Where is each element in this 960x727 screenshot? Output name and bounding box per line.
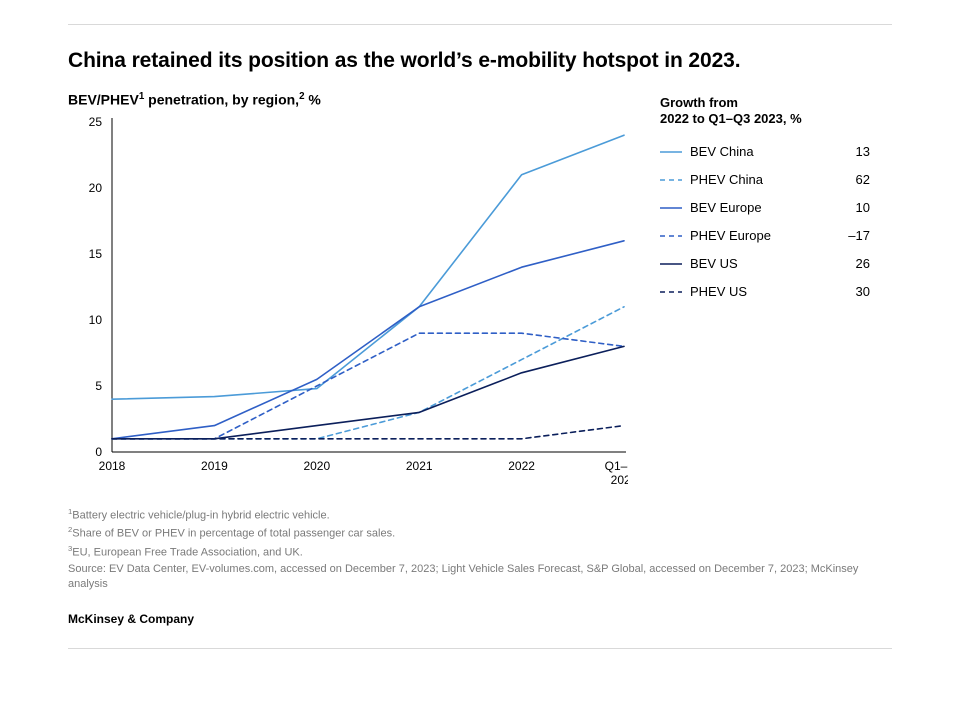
legend: Growth from 2022 to Q1–Q3 2023, % BEV Ch… <box>660 95 870 489</box>
legend-row-phev_us: PHEV US30 <box>660 278 870 306</box>
legend-row-bev_europe: BEV Europe10 <box>660 194 870 222</box>
legend-label: PHEV Europe <box>690 228 826 243</box>
legend-label: BEV US <box>690 256 826 271</box>
legend-label: BEV Europe <box>690 200 826 215</box>
legend-label: BEV China <box>690 144 826 159</box>
legend-row-phev_china: PHEV China62 <box>660 166 870 194</box>
svg-text:10: 10 <box>89 313 103 327</box>
svg-text:2018: 2018 <box>99 459 126 473</box>
legend-label: PHEV China <box>690 172 826 187</box>
chart-subhead: BEV/PHEV1 penetration, by region,2 % <box>68 91 638 108</box>
svg-text:2019: 2019 <box>201 459 228 473</box>
svg-text:Q1–Q3: Q1–Q3 <box>605 459 628 473</box>
svg-text:2023: 2023 <box>611 473 628 484</box>
legend-label: PHEV US <box>690 284 826 299</box>
series-phev_us <box>112 425 624 438</box>
legend-row-bev_us: BEV US26 <box>660 250 870 278</box>
top-rule <box>68 24 892 25</box>
svg-text:0: 0 <box>95 445 102 459</box>
legend-swatch-icon <box>660 203 682 213</box>
svg-text:2021: 2021 <box>406 459 433 473</box>
svg-text:2020: 2020 <box>303 459 330 473</box>
svg-text:2022: 2022 <box>508 459 535 473</box>
legend-swatch-icon <box>660 287 682 297</box>
legend-swatch-icon <box>660 259 682 269</box>
series-phev_europe <box>112 333 624 439</box>
legend-value: 13 <box>826 144 870 159</box>
line-chart: 0 5 10 15 20 25 2018 2019 2020 2021 2022 Q1–Q32023 <box>68 114 628 484</box>
legend-swatch-icon <box>660 231 682 241</box>
svg-text:20: 20 <box>89 181 103 195</box>
source-line: Source: EV Data Center, EV-volumes.com, … <box>68 562 892 592</box>
legend-row-bev_china: BEV China13 <box>660 138 870 166</box>
legend-row-phev_europe: PHEV Europe–17 <box>660 222 870 250</box>
svg-text:25: 25 <box>89 115 103 129</box>
bottom-rule <box>68 648 892 649</box>
footnotes: 1Battery electric vehicle/plug-in hybrid… <box>68 507 892 592</box>
svg-text:5: 5 <box>95 379 102 393</box>
legend-title: Growth from 2022 to Q1–Q3 2023, % <box>660 95 870 128</box>
legend-value: 10 <box>826 200 870 215</box>
legend-value: –17 <box>826 228 870 243</box>
legend-swatch-icon <box>660 147 682 157</box>
series-bev_europe <box>112 240 624 438</box>
legend-swatch-icon <box>660 175 682 185</box>
headline: China retained its position as the world… <box>68 49 892 73</box>
brand: McKinsey & Company <box>68 612 892 626</box>
legend-value: 26 <box>826 256 870 271</box>
legend-value: 30 <box>826 284 870 299</box>
svg-text:15: 15 <box>89 247 103 261</box>
legend-value: 62 <box>826 172 870 187</box>
